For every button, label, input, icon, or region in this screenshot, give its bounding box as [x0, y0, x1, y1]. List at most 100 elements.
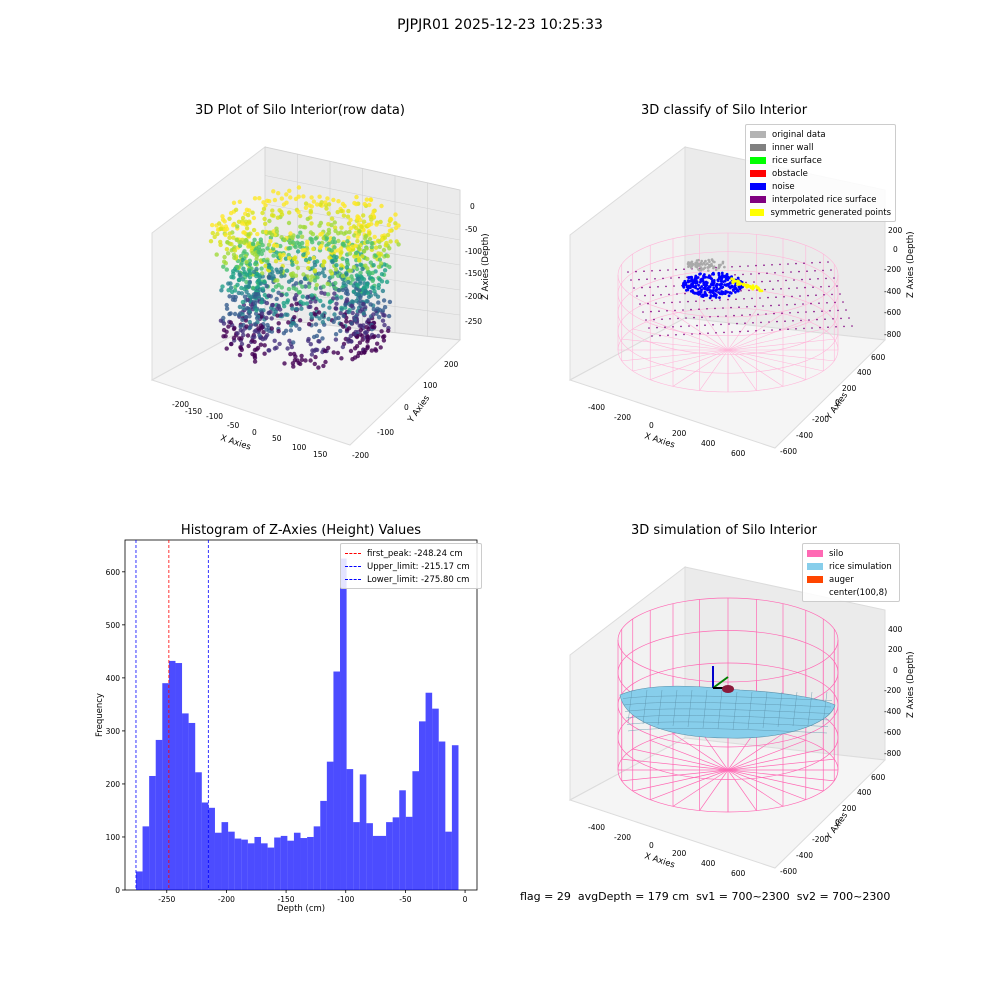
point	[758, 272, 760, 275]
point	[379, 272, 385, 277]
legend-item: symmetric generated points	[750, 206, 891, 219]
point	[307, 322, 312, 327]
point	[300, 284, 305, 289]
tick-label: 0	[649, 841, 654, 850]
point	[240, 312, 245, 317]
point	[356, 276, 361, 281]
tick-label: -400	[884, 287, 901, 296]
point	[364, 197, 369, 202]
point	[388, 216, 393, 222]
tick-label: 0	[404, 403, 409, 412]
point	[812, 286, 814, 289]
point	[298, 213, 303, 219]
panel1-y-tick-labels: -200 -100 0 100 200	[352, 360, 459, 460]
point	[357, 340, 363, 345]
point	[635, 270, 637, 273]
silo-spoke	[699, 309, 729, 351]
point	[387, 264, 392, 270]
point	[285, 312, 290, 317]
point	[742, 273, 744, 276]
point	[326, 316, 331, 322]
point	[660, 294, 662, 296]
point	[693, 316, 695, 319]
point	[246, 232, 251, 237]
legend-label: silo	[829, 548, 844, 559]
histogram-bar	[214, 832, 222, 890]
panel4-z-tick-labels: 400 200 0 -200 -400 -600 -800	[884, 625, 903, 758]
point	[241, 306, 246, 311]
point	[698, 272, 701, 276]
point	[247, 314, 252, 319]
point	[377, 307, 382, 313]
point	[787, 263, 789, 265]
point	[368, 197, 373, 202]
point	[361, 311, 366, 316]
histogram-plot: -250 -200 -150 -100 -50 0 0 100 200 300 400 500 600…	[95, 539, 478, 914]
point	[705, 294, 709, 297]
point	[682, 282, 686, 286]
point	[261, 200, 266, 205]
point	[263, 221, 268, 226]
legend-item: noise	[750, 180, 891, 193]
point	[351, 265, 357, 270]
point	[827, 261, 829, 263]
silo-spoke	[699, 349, 729, 391]
legend-swatch	[345, 566, 361, 567]
point	[312, 268, 318, 273]
point	[283, 328, 289, 333]
point	[388, 239, 393, 244]
point	[257, 287, 263, 292]
point	[755, 264, 757, 267]
point	[224, 267, 229, 272]
point	[322, 291, 327, 296]
point	[364, 246, 369, 251]
point	[247, 309, 252, 314]
point	[757, 313, 759, 316]
point	[275, 278, 280, 283]
legend-label: first_peak: -248.24 cm	[367, 548, 463, 559]
point	[240, 329, 245, 334]
point	[734, 274, 736, 276]
point	[276, 290, 281, 295]
point	[353, 243, 358, 248]
point	[241, 266, 246, 271]
point	[311, 255, 316, 261]
point	[718, 296, 721, 299]
point	[774, 272, 776, 274]
point	[361, 219, 367, 224]
legend-swatch	[750, 131, 766, 138]
point	[360, 254, 365, 259]
point	[740, 290, 742, 292]
tick-label: -250	[465, 317, 482, 326]
point	[274, 267, 279, 272]
point	[683, 268, 685, 271]
silo-spoke	[672, 769, 729, 807]
point	[760, 321, 762, 324]
point	[382, 268, 388, 273]
point	[250, 210, 255, 215]
point	[734, 290, 737, 294]
point	[334, 301, 339, 306]
point	[713, 293, 717, 296]
point	[739, 330, 741, 333]
point	[695, 259, 699, 262]
point	[719, 299, 721, 301]
point	[696, 292, 699, 295]
silo-spoke	[727, 748, 824, 771]
rice-surface-mesh	[747, 691, 753, 730]
point	[365, 344, 370, 349]
point	[346, 235, 351, 240]
histogram-legend: first_peak: -248.24 cm Upper_limit: -215…	[340, 543, 482, 589]
point	[238, 345, 243, 350]
point	[383, 243, 388, 248]
legend-label: Upper_limit: -215.17 cm	[367, 561, 470, 572]
point	[248, 325, 253, 330]
point	[332, 312, 337, 317]
point	[303, 201, 309, 206]
point	[341, 313, 346, 319]
point	[665, 285, 667, 288]
rice-surface-mesh	[622, 695, 833, 701]
point	[271, 307, 276, 312]
point	[344, 265, 350, 270]
point	[839, 293, 841, 295]
